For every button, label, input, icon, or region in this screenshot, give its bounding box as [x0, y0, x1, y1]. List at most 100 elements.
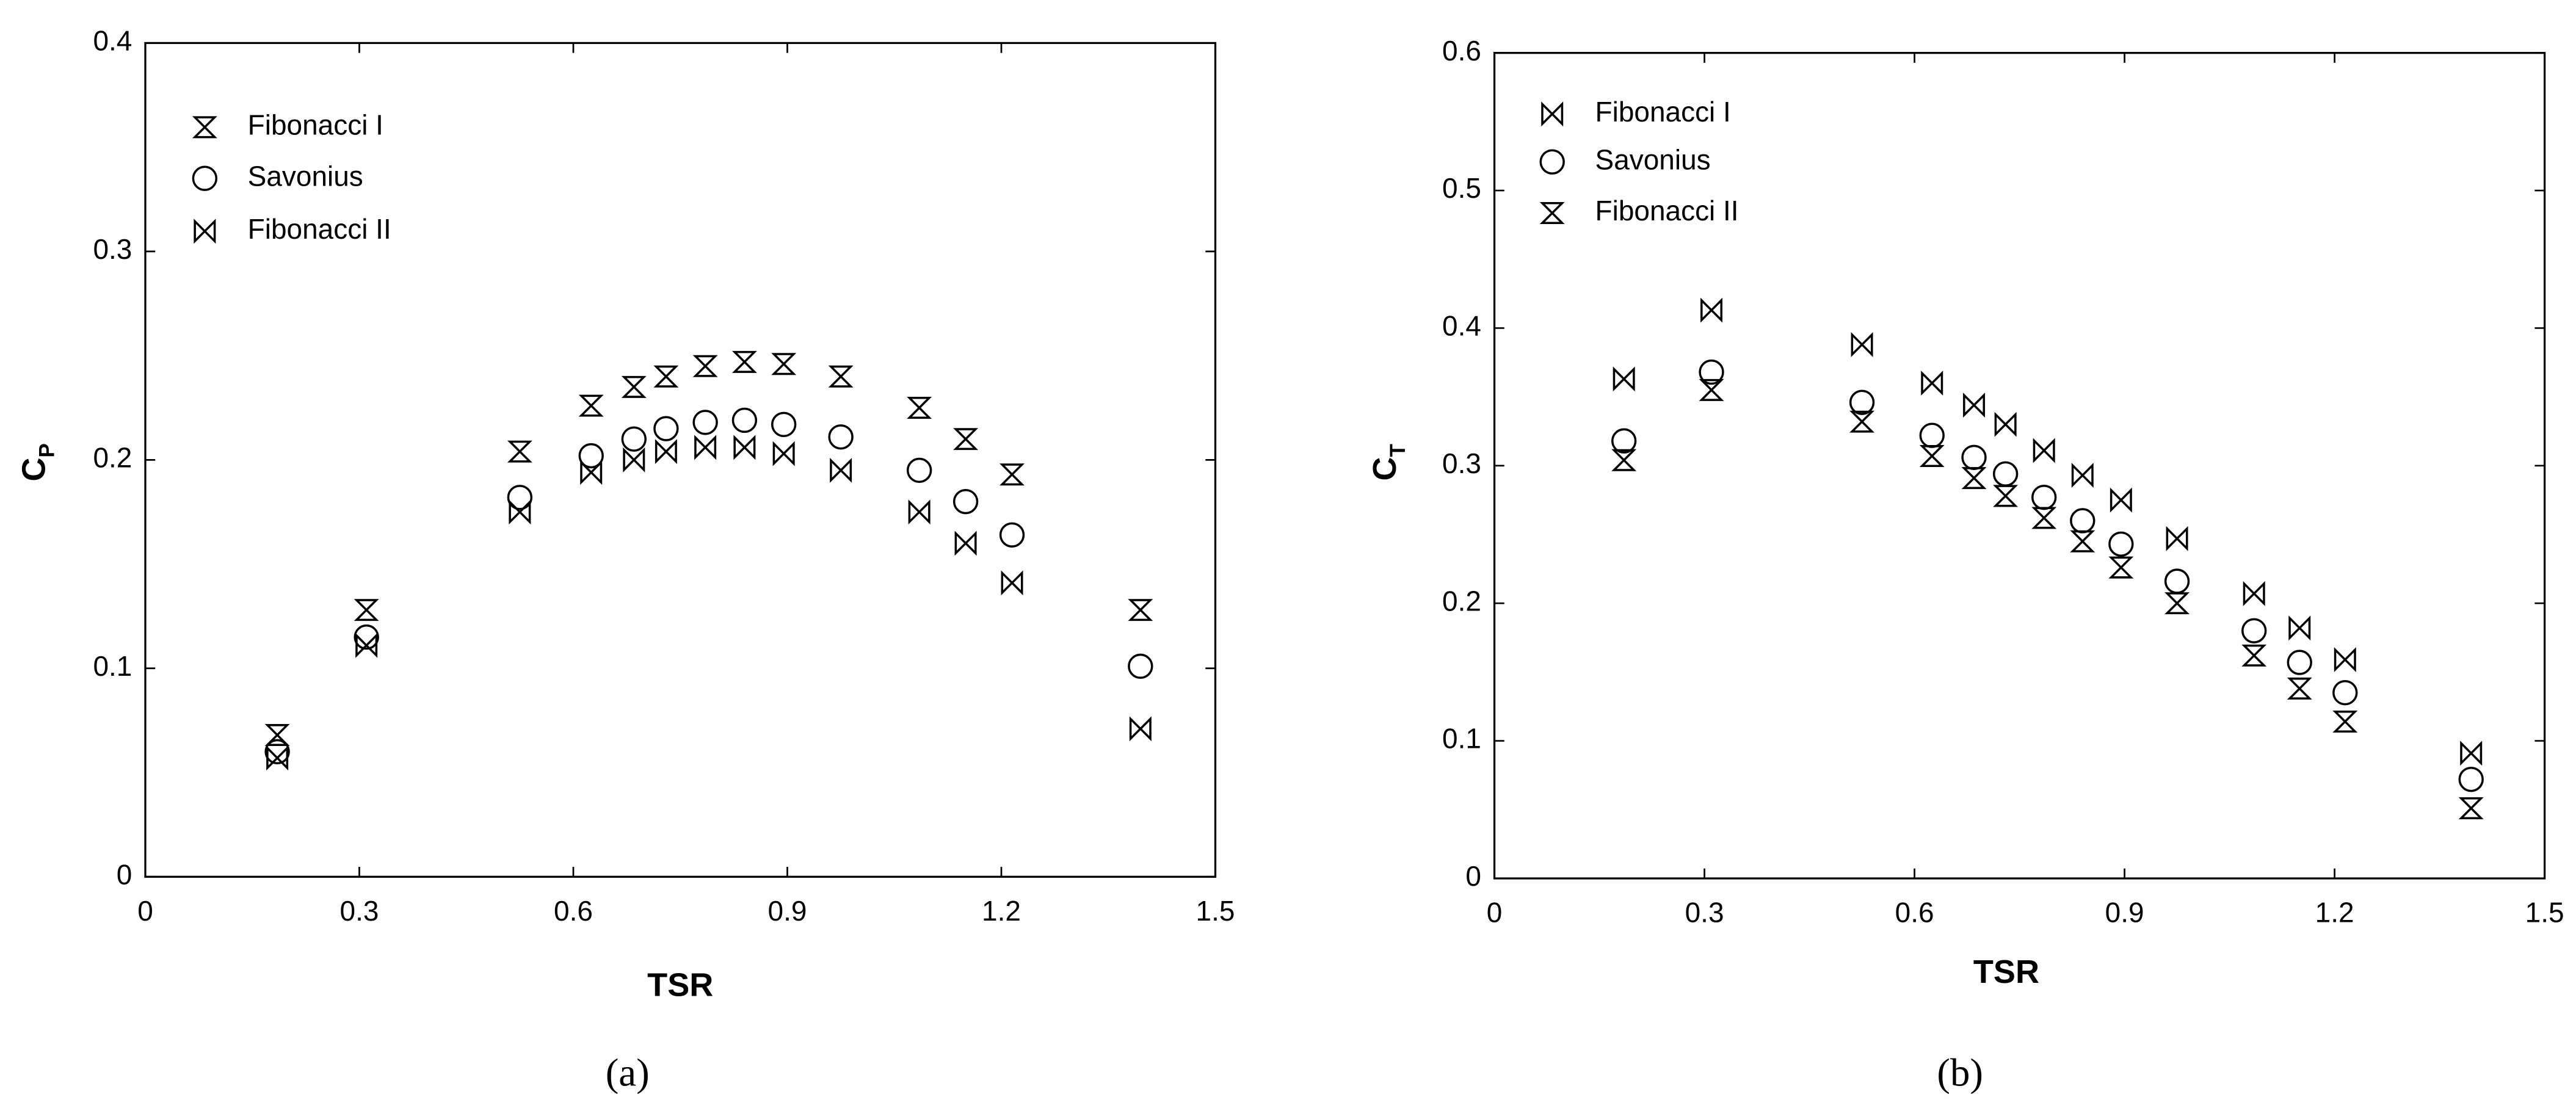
x-tick-label: 0.9 [768, 895, 807, 927]
data-point [1919, 445, 1945, 468]
data-point [2241, 644, 2267, 667]
x-tick-label: 0.9 [2105, 897, 2144, 929]
x-axis-label: TSR [647, 967, 713, 1004]
y-tick-label: 0.3 [93, 233, 132, 265]
y-tick-label: 0.2 [93, 441, 132, 473]
data-point [1919, 422, 1945, 448]
data-point [907, 396, 932, 419]
data-point [952, 488, 979, 515]
data-point [653, 365, 679, 388]
data-point [2108, 556, 2134, 579]
y-axis-label-main: C [16, 458, 53, 482]
data-point [2288, 615, 2311, 641]
data-point [2458, 797, 2484, 819]
data-point [1993, 485, 2019, 507]
data-point [1001, 570, 1023, 596]
data-point [1700, 297, 1723, 323]
data-point [692, 410, 718, 435]
data-point [2031, 507, 2057, 529]
data-point [355, 632, 378, 658]
data-point [1699, 359, 1724, 385]
data-point [2031, 484, 2057, 510]
y-tick-label: 0.4 [93, 25, 132, 57]
y-axis-label-sub: P [35, 443, 59, 457]
data-point [1128, 653, 1153, 679]
y-axis-label: CP [16, 443, 59, 482]
y-tick-label: 0.3 [1442, 447, 1481, 479]
data-point [772, 441, 795, 466]
y-tick-label: 0.1 [1442, 723, 1481, 755]
data-point [954, 530, 977, 556]
y-tick-label: 0.1 [93, 650, 132, 682]
data-point [266, 745, 289, 771]
data-point [507, 485, 533, 510]
data-point [1699, 378, 1724, 401]
data-point [2070, 508, 2095, 534]
data-point [2460, 740, 2483, 766]
x-tick-label: 0.6 [1895, 897, 1934, 929]
plot-frame [1493, 52, 2546, 880]
x-tick-label: 0.3 [1685, 897, 1724, 929]
data-point [1611, 428, 1637, 454]
legend-marker [194, 219, 216, 244]
y-tick-label: 0 [1465, 860, 1481, 892]
data-point [580, 460, 603, 485]
data-point [2287, 650, 2312, 675]
x-tick-label: 0 [137, 895, 153, 927]
data-point [1992, 461, 2019, 487]
data-point [830, 457, 852, 483]
data-point [1000, 463, 1025, 486]
caption: (b) [1937, 1051, 1983, 1095]
y-axis-label-main: C [1366, 457, 1403, 481]
data-point [1851, 332, 1873, 357]
data-point [2332, 711, 2358, 733]
legend-label: Fibonacci I [1595, 96, 1731, 128]
legend-marker [192, 116, 217, 139]
data-point [509, 499, 531, 525]
data-point [653, 416, 679, 441]
x-tick-label: 0 [1487, 897, 1503, 929]
y-tick-label: 0.6 [1442, 35, 1481, 67]
legend-label: Savonius [1595, 143, 1711, 175]
data-point [2243, 581, 2265, 606]
data-point [2164, 592, 2190, 615]
data-point [2334, 647, 2356, 673]
y-tick-label: 0.5 [1442, 172, 1481, 204]
data-point [621, 426, 647, 452]
x-tick-label: 1.2 [982, 895, 1021, 927]
data-point [999, 522, 1025, 548]
data-point [655, 439, 677, 465]
data-point [2110, 487, 2132, 513]
data-point [1961, 444, 1987, 470]
data-point [1994, 411, 2017, 437]
x-tick-label: 0.3 [340, 895, 379, 927]
data-point [1921, 371, 1943, 396]
data-point [2166, 526, 2188, 551]
data-point [1849, 410, 1875, 433]
data-point [731, 350, 757, 373]
data-point [2287, 677, 2312, 700]
y-tick-label: 0.4 [1442, 310, 1481, 342]
data-point [2108, 531, 2134, 557]
data-point [1613, 366, 1635, 392]
legend-label: Savonius [248, 160, 363, 192]
data-point [1611, 449, 1637, 471]
y-tick-label: 0.2 [1442, 585, 1481, 617]
data-point [507, 440, 532, 463]
data-point [2164, 568, 2190, 594]
data-point [828, 365, 854, 388]
data-point [953, 428, 979, 451]
y-axis-label-sub: T [1386, 444, 1410, 457]
data-point [2458, 766, 2484, 792]
data-point [1849, 389, 1875, 415]
data-point [578, 443, 604, 469]
data-point [354, 624, 379, 650]
data-point [731, 407, 758, 433]
data-point [2071, 463, 2094, 488]
legend-marker [1541, 101, 1564, 127]
x-axis-label: TSR [1973, 954, 2039, 990]
data-point [908, 499, 931, 525]
legend-label: Fibonacci II [1595, 195, 1739, 226]
data-point [2070, 530, 2095, 552]
